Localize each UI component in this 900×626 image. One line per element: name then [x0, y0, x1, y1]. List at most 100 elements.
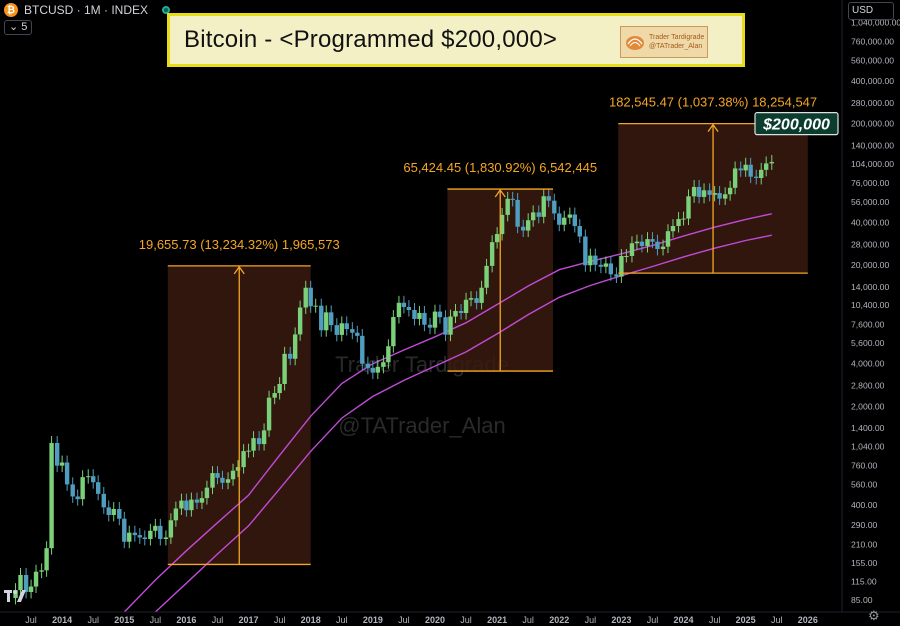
candle-body — [417, 312, 422, 319]
currency-selector[interactable]: USD — [848, 2, 894, 20]
interval-selector[interactable]: ⌄ 5 — [4, 20, 33, 35]
candle-body — [28, 586, 34, 592]
candle-body — [546, 196, 551, 201]
candle-body — [39, 570, 44, 572]
time-tick-label: 2025 — [736, 615, 756, 625]
candle-body — [381, 362, 386, 367]
candle-body — [759, 169, 764, 178]
time-tick-label: 2023 — [611, 615, 631, 625]
candle-body — [453, 310, 458, 317]
candle-body — [769, 161, 774, 164]
candle-body — [95, 482, 101, 494]
price-tick-label: 20,000.00 — [851, 260, 889, 270]
candle-body — [261, 430, 267, 445]
candle-body — [308, 287, 313, 307]
measure-arrow-head — [707, 123, 719, 133]
candle-body — [577, 226, 582, 237]
time-tick-label: 2020 — [425, 615, 445, 625]
time-tick-label: 2026 — [798, 615, 818, 625]
candle-body — [707, 190, 712, 195]
price-tick-label: 40,000.00 — [851, 217, 889, 227]
time-tick-label: Jul — [212, 615, 224, 625]
candle-body — [324, 312, 329, 331]
candle-body — [748, 164, 753, 177]
candle-body — [168, 520, 174, 538]
candle-body — [629, 243, 635, 256]
candle-body — [676, 219, 681, 227]
candle-body — [101, 493, 106, 508]
symbol-header[interactable]: ₿ BTCUSD · 1M · INDEX — [4, 3, 171, 17]
candle-body — [132, 532, 138, 536]
gear-icon[interactable]: ⚙ — [868, 608, 880, 623]
candle-body — [386, 346, 391, 363]
author-badge: Trader Tardigrade @TATrader_Alan — [620, 26, 708, 58]
candle-body — [448, 316, 453, 335]
candle-body — [743, 164, 748, 171]
candle-body — [510, 198, 515, 200]
candle-body — [660, 246, 666, 250]
time-tick-label: 2021 — [487, 615, 507, 625]
price-tick-label: 280,000.00 — [851, 98, 894, 108]
candle-body — [686, 196, 691, 219]
time-tick-label: 2016 — [176, 615, 196, 625]
candle-body — [479, 287, 484, 303]
candle-body — [593, 255, 598, 265]
time-tick-label: Jul — [709, 615, 721, 625]
symbol-text[interactable]: BTCUSD · 1M · INDEX — [24, 3, 149, 17]
time-tick-label: 2024 — [674, 615, 694, 625]
price-tick-label: 1,040.00 — [851, 441, 885, 451]
title-banner: Bitcoin - <Programmed $200,000> Trader T… — [167, 13, 745, 67]
candle-body — [468, 298, 474, 300]
candle-body — [194, 499, 200, 503]
price-tick-label: 290.00 — [851, 520, 878, 530]
candles — [13, 155, 774, 605]
time-tick-label: 2018 — [301, 615, 321, 625]
candle-body — [142, 537, 147, 539]
candle-body — [727, 187, 733, 195]
candle-body — [75, 496, 80, 500]
price-tick-label: 140,000.00 — [851, 141, 894, 151]
candle-body — [13, 590, 18, 598]
candle-body — [598, 264, 604, 267]
candle-body — [54, 442, 60, 466]
candle-body — [691, 186, 697, 197]
candle-body — [148, 530, 153, 539]
price-tick-label: 4,000.00 — [851, 359, 885, 369]
candle-body — [303, 287, 308, 308]
candle-body — [86, 476, 91, 478]
price-tick-label: 210.00 — [851, 540, 878, 550]
candle-body — [515, 199, 520, 227]
time-tick-label: Jul — [87, 615, 99, 625]
price-tick-label: 760,000.00 — [851, 37, 894, 47]
time-tick-label: 2017 — [239, 615, 259, 625]
candle-body — [712, 193, 717, 195]
candle-body — [339, 323, 344, 335]
price-tick-label: 76,000.00 — [851, 178, 889, 188]
candle-body — [521, 226, 526, 231]
price-tick-label: 10,400.00 — [851, 300, 889, 310]
candle-body — [184, 500, 189, 511]
target-text: $200,000 — [762, 117, 830, 134]
candle-body — [763, 163, 769, 170]
time-tick-label: Jul — [585, 615, 597, 625]
tradingview-logo-icon[interactable] — [3, 588, 27, 606]
time-tick-label: Jul — [336, 615, 348, 625]
candle-body — [137, 535, 143, 538]
candle-body — [567, 214, 573, 218]
badge-line2: @TATrader_Alan — [649, 43, 703, 50]
candle-body — [173, 508, 179, 521]
price-axis[interactable]: 85.00 115.00 155.00 210.00 290.00 400.00 560.0… — [851, 17, 900, 605]
candle-body — [282, 353, 287, 384]
candle-body — [319, 305, 324, 331]
candle-body — [49, 442, 54, 549]
candle-body — [277, 383, 282, 394]
candle-body — [484, 265, 489, 288]
candle-body — [681, 218, 686, 220]
candle-body — [80, 477, 85, 500]
ma-slow-line — [154, 234, 772, 613]
time-tick-label: Jul — [771, 615, 783, 625]
candle-body — [235, 467, 241, 471]
candle-body — [619, 256, 624, 277]
